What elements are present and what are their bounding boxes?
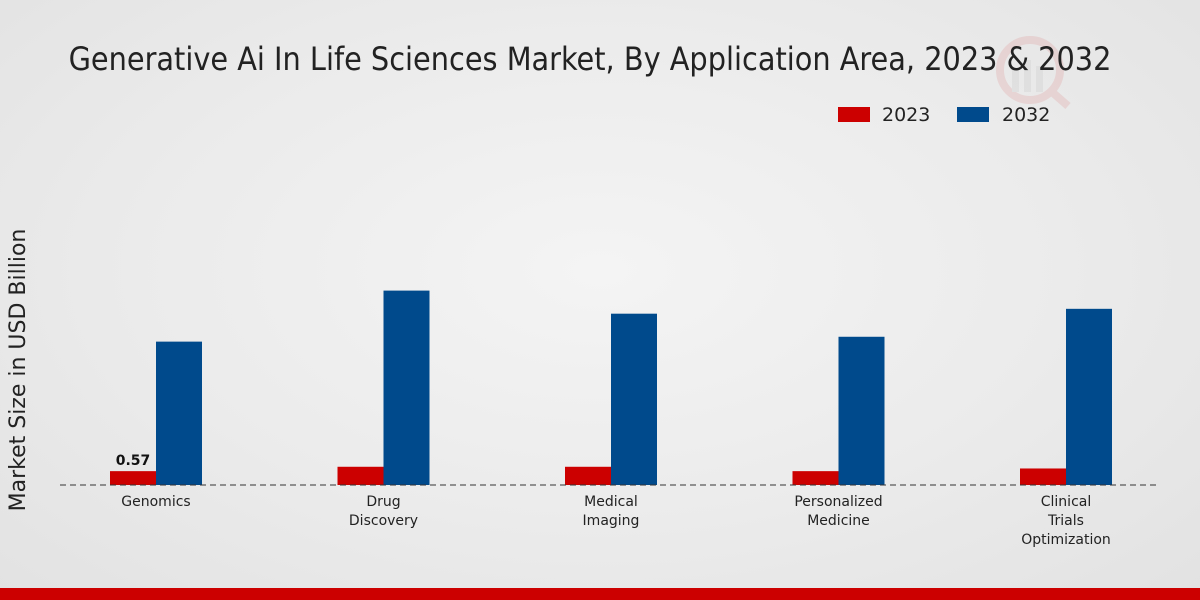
x-tick-clinical-trials-optimization: Clinical Trials Optimization: [1021, 494, 1111, 548]
legend-swatch-2032: [957, 107, 989, 122]
bar-2032-personalized-medicine: [838, 336, 885, 485]
bar-2023-medical-imaging: [565, 466, 611, 485]
chart-title: Generative Ai In Life Sciences Market, B…: [69, 40, 1112, 78]
watermark-logo: [996, 36, 1071, 110]
bar-2032-clinical-trials-optimization: [1066, 308, 1112, 485]
bar-2032-medical-imaging: [611, 313, 657, 485]
bar-2023-personalized-medicine: [792, 471, 839, 485]
legend-swatch-2023: [838, 107, 870, 122]
bar-2023-genomics: [110, 471, 156, 485]
data-labels: 0.57: [116, 453, 151, 469]
x-tick-drug-discovery: Drug Discovery: [349, 494, 418, 529]
legend: 2023 2032: [838, 104, 1050, 126]
bar-2032-drug-discovery: [383, 290, 430, 485]
footer-bar: [0, 588, 1200, 600]
bar-2032-genomics: [156, 341, 202, 485]
x-tick-personalized-medicine: Personalized Medicine: [794, 494, 882, 529]
bar-2023-drug-discovery: [337, 466, 384, 485]
x-tick-labels: Genomics Drug Discovery Medical Imaging Perso…: [121, 494, 1110, 548]
data-label-2023-genomics: 0.57: [116, 453, 151, 469]
y-axis-label: Market Size in USD Billion: [6, 229, 31, 512]
legend-label-2023: 2023: [882, 104, 930, 126]
x-tick-medical-imaging: Medical Imaging: [583, 494, 640, 529]
x-tick-genomics: Genomics: [121, 494, 190, 510]
bar-2023-clinical-trials-optimization: [1020, 468, 1066, 485]
bars: [110, 290, 1112, 485]
legend-label-2032: 2032: [1002, 104, 1050, 126]
